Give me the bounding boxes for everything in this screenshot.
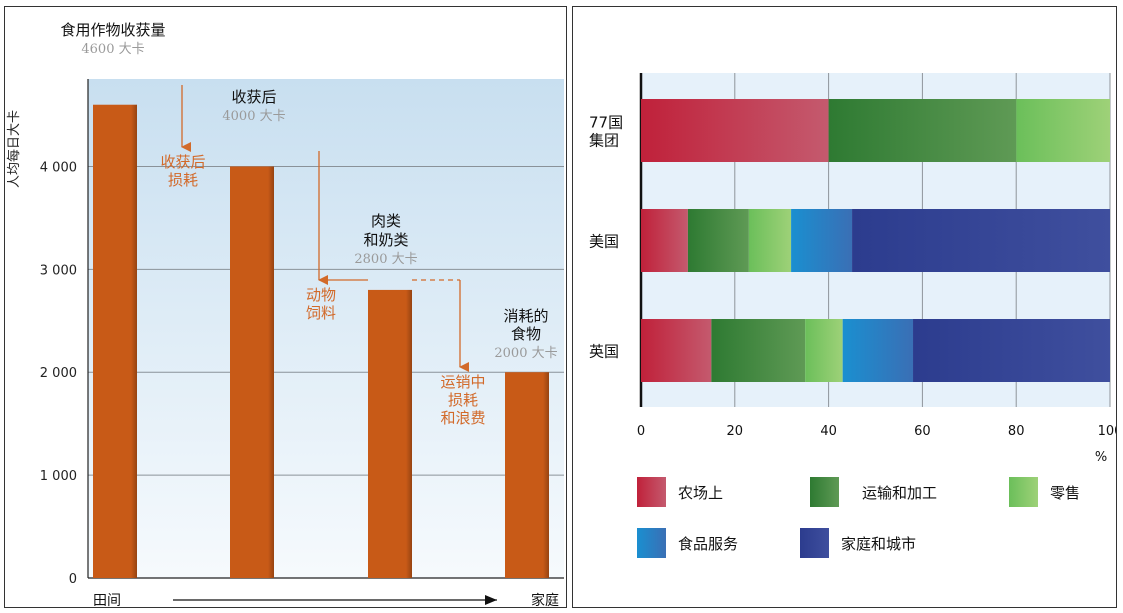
stack-segment	[641, 319, 712, 382]
stack-segment	[791, 209, 853, 272]
category-label: 集团	[589, 132, 619, 150]
stage-title: 食用作物收获量	[60, 21, 165, 39]
stage-value: 2800 大卡	[354, 252, 417, 267]
loss-label: 收获后	[160, 153, 205, 171]
stage-title: 消耗的	[503, 307, 548, 325]
bar-shade	[131, 104, 137, 578]
plot-background	[88, 79, 564, 578]
x-tick-label: 0	[637, 424, 645, 439]
y-tick-label: 0	[69, 572, 77, 587]
legend-swatch	[810, 477, 839, 507]
legend-label: 食品服务	[678, 535, 738, 553]
stack-segment	[711, 319, 806, 382]
stage-value: 4000 大卡	[222, 109, 285, 124]
x-tick-label: 40	[820, 424, 837, 439]
y-tick-label: 3 000	[40, 263, 77, 278]
stack-segment	[641, 99, 829, 162]
food-loss-waterfall-chart: 0 1 000 2 000 3 000 4 000 人均每日大卡 食用作物收获量 4600 大…	[6, 21, 564, 607]
loss-label: 损耗	[448, 391, 478, 409]
x-tick-label: 80	[1008, 424, 1025, 439]
stack-segment	[1016, 99, 1110, 162]
y-tick-label: 4 000	[40, 160, 77, 175]
y-tick-label: 2 000	[40, 366, 77, 381]
bar-shade	[406, 289, 412, 578]
stack-segment	[913, 319, 1110, 382]
legend-label: 农场上	[678, 484, 723, 502]
stage-title: 肉类	[371, 212, 401, 230]
stage-title: 和奶类	[363, 231, 408, 249]
bar	[505, 372, 549, 578]
bar	[230, 166, 274, 578]
loss-label: 动物	[306, 286, 336, 304]
x-unit-label: %	[1095, 450, 1107, 465]
stage-value: 4600 大卡	[81, 42, 144, 57]
stage-title: 收获后	[231, 88, 276, 106]
bar-shade	[268, 166, 274, 578]
food-loss-waterfall-panel: 0 1 000 2 000 3 000 4 000 人均每日大卡 食用作物收获量 4600 大…	[4, 6, 567, 608]
y-tick-label: 1 000	[40, 469, 77, 484]
category-label: 美国	[589, 233, 619, 251]
x-tick-label: 60	[914, 424, 931, 439]
x-tick-label: 100	[1098, 424, 1116, 439]
y-axis-title: 人均每日大卡	[6, 110, 22, 188]
x-tick-label: 20	[727, 424, 744, 439]
legend-label: 运输和加工	[862, 484, 937, 502]
stack-segment	[748, 209, 792, 272]
bar-shade	[543, 372, 549, 578]
legend-label: 家庭和城市	[841, 535, 916, 553]
legend-swatch	[637, 477, 666, 507]
bar	[368, 289, 412, 578]
category-label: 英国	[589, 343, 619, 361]
category-label: 77国	[589, 114, 623, 132]
legend-swatch	[637, 528, 666, 558]
x-end-label: 家庭	[531, 592, 559, 607]
loss-label: 损耗	[168, 171, 198, 189]
legend-swatch	[800, 528, 829, 558]
legend-swatch	[1009, 477, 1038, 507]
stack-segment	[828, 99, 1017, 162]
loss-label: 运销中	[440, 373, 485, 391]
stack-segment	[805, 319, 843, 382]
bar	[93, 104, 137, 578]
loss-label: 饲料	[306, 304, 336, 322]
stack-segment	[852, 209, 1110, 272]
x-start-label: 田间	[93, 593, 121, 607]
stack-segment	[842, 319, 914, 382]
loss-label: 和浪费	[440, 409, 485, 427]
stage-value: 2000 大卡	[494, 346, 557, 361]
legend-label: 零售	[1050, 484, 1080, 502]
stack-segment	[687, 209, 749, 272]
stage-title: 食物	[511, 325, 541, 343]
stack-segment	[641, 209, 688, 272]
